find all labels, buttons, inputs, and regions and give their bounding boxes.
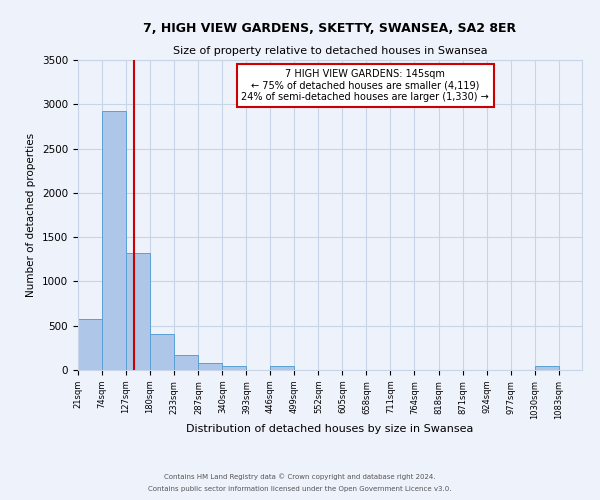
Text: Contains HM Land Registry data © Crown copyright and database right 2024.: Contains HM Land Registry data © Crown c… [164, 474, 436, 480]
Bar [271, 366, 295, 370]
Text: 7, HIGH VIEW GARDENS, SKETTY, SWANSEA, SA2 8ER: 7, HIGH VIEW GARDENS, SKETTY, SWANSEA, S… [143, 22, 517, 36]
Bar [126, 253, 150, 370]
Text: Contains public sector information licensed under the Open Government Licence v3: Contains public sector information licen… [148, 486, 452, 492]
X-axis label: Distribution of detached houses by size in Swansea: Distribution of detached houses by size … [187, 424, 473, 434]
Bar [102, 112, 126, 370]
Bar [223, 366, 247, 370]
Bar [199, 364, 223, 370]
Title: Size of property relative to detached houses in Swansea: Size of property relative to detached ho… [173, 46, 487, 56]
Bar [535, 366, 559, 370]
Y-axis label: Number of detached properties: Number of detached properties [26, 133, 37, 297]
Text: 7 HIGH VIEW GARDENS: 145sqm
← 75% of detached houses are smaller (4,119)
24% of : 7 HIGH VIEW GARDENS: 145sqm ← 75% of det… [241, 70, 489, 102]
Bar [150, 334, 174, 370]
Bar [174, 356, 198, 370]
Bar [78, 318, 102, 370]
